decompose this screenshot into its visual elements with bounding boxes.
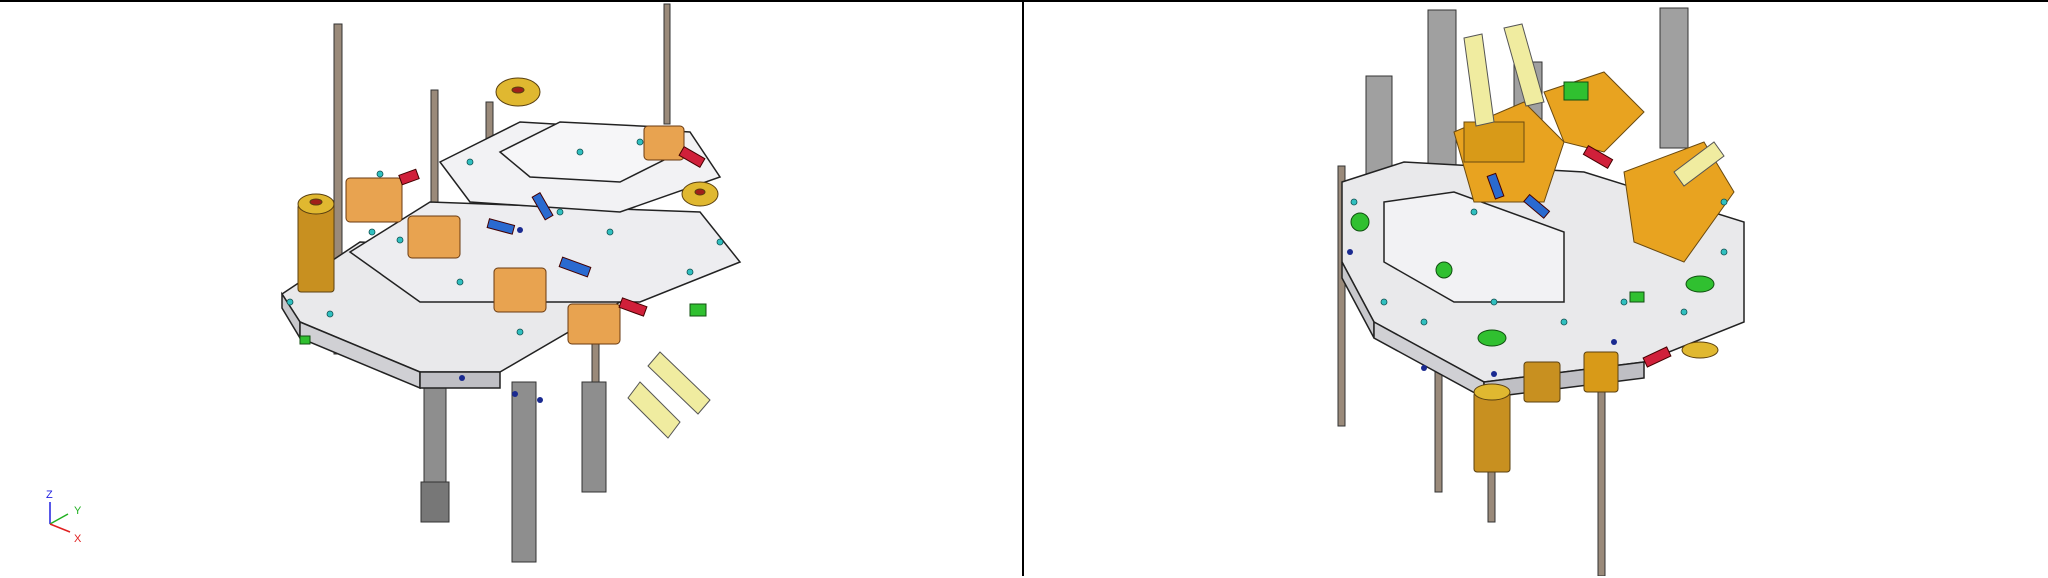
axis-triad-left: Z Y X [46, 489, 82, 545]
viewport-divider[interactable] [1022, 2, 1024, 576]
guide-post [663, 3, 671, 125]
gold-cylinder [297, 203, 335, 293]
yellow-cylinders [1463, 23, 1725, 187]
green-parts [1350, 81, 1715, 347]
lower-gold-cylinder [1473, 341, 1719, 473]
orange-block [643, 125, 685, 161]
fixture-model-right[interactable] [1024, 2, 2048, 576]
yellow-cylinder [647, 351, 711, 415]
holes [1347, 249, 1617, 377]
lower-cylinder [420, 481, 450, 523]
green-parts [299, 303, 707, 345]
z-axis-label: Z [46, 489, 53, 501]
orange-block [407, 215, 461, 259]
bolts [286, 138, 724, 336]
lower-cylinder [511, 381, 537, 563]
orange-blocks [345, 125, 685, 345]
tall-cylinder [1659, 7, 1689, 149]
orange-block [493, 267, 547, 313]
yellow-cylinder [1673, 141, 1725, 187]
orange-block [345, 177, 403, 223]
gold-cylinders [297, 77, 719, 293]
yellow-cylinders [627, 351, 711, 439]
bolts [1350, 198, 1728, 326]
lower-cylinder [581, 381, 607, 493]
y-axis-label: Y [74, 505, 82, 517]
hoses [398, 145, 706, 317]
x-axis-label: X [74, 533, 82, 545]
holes [459, 227, 543, 403]
guide-post [1337, 165, 1346, 427]
gold-head [1623, 141, 1735, 263]
lower-cylinders [420, 361, 607, 563]
x-axis [49, 523, 71, 533]
fixture-model-left[interactable] [0, 2, 1022, 576]
orange-block [567, 303, 621, 345]
y-axis [49, 513, 69, 525]
yellow-cylinder [627, 381, 681, 439]
yellow-cylinder [1463, 33, 1495, 127]
hoses [1486, 144, 1672, 368]
viewport-right[interactable]: Z Y X [1024, 2, 2048, 576]
yellow-cylinder [1503, 23, 1545, 107]
base-plates [280, 121, 742, 390]
viewport-left[interactable]: Z Y X [0, 2, 1022, 576]
